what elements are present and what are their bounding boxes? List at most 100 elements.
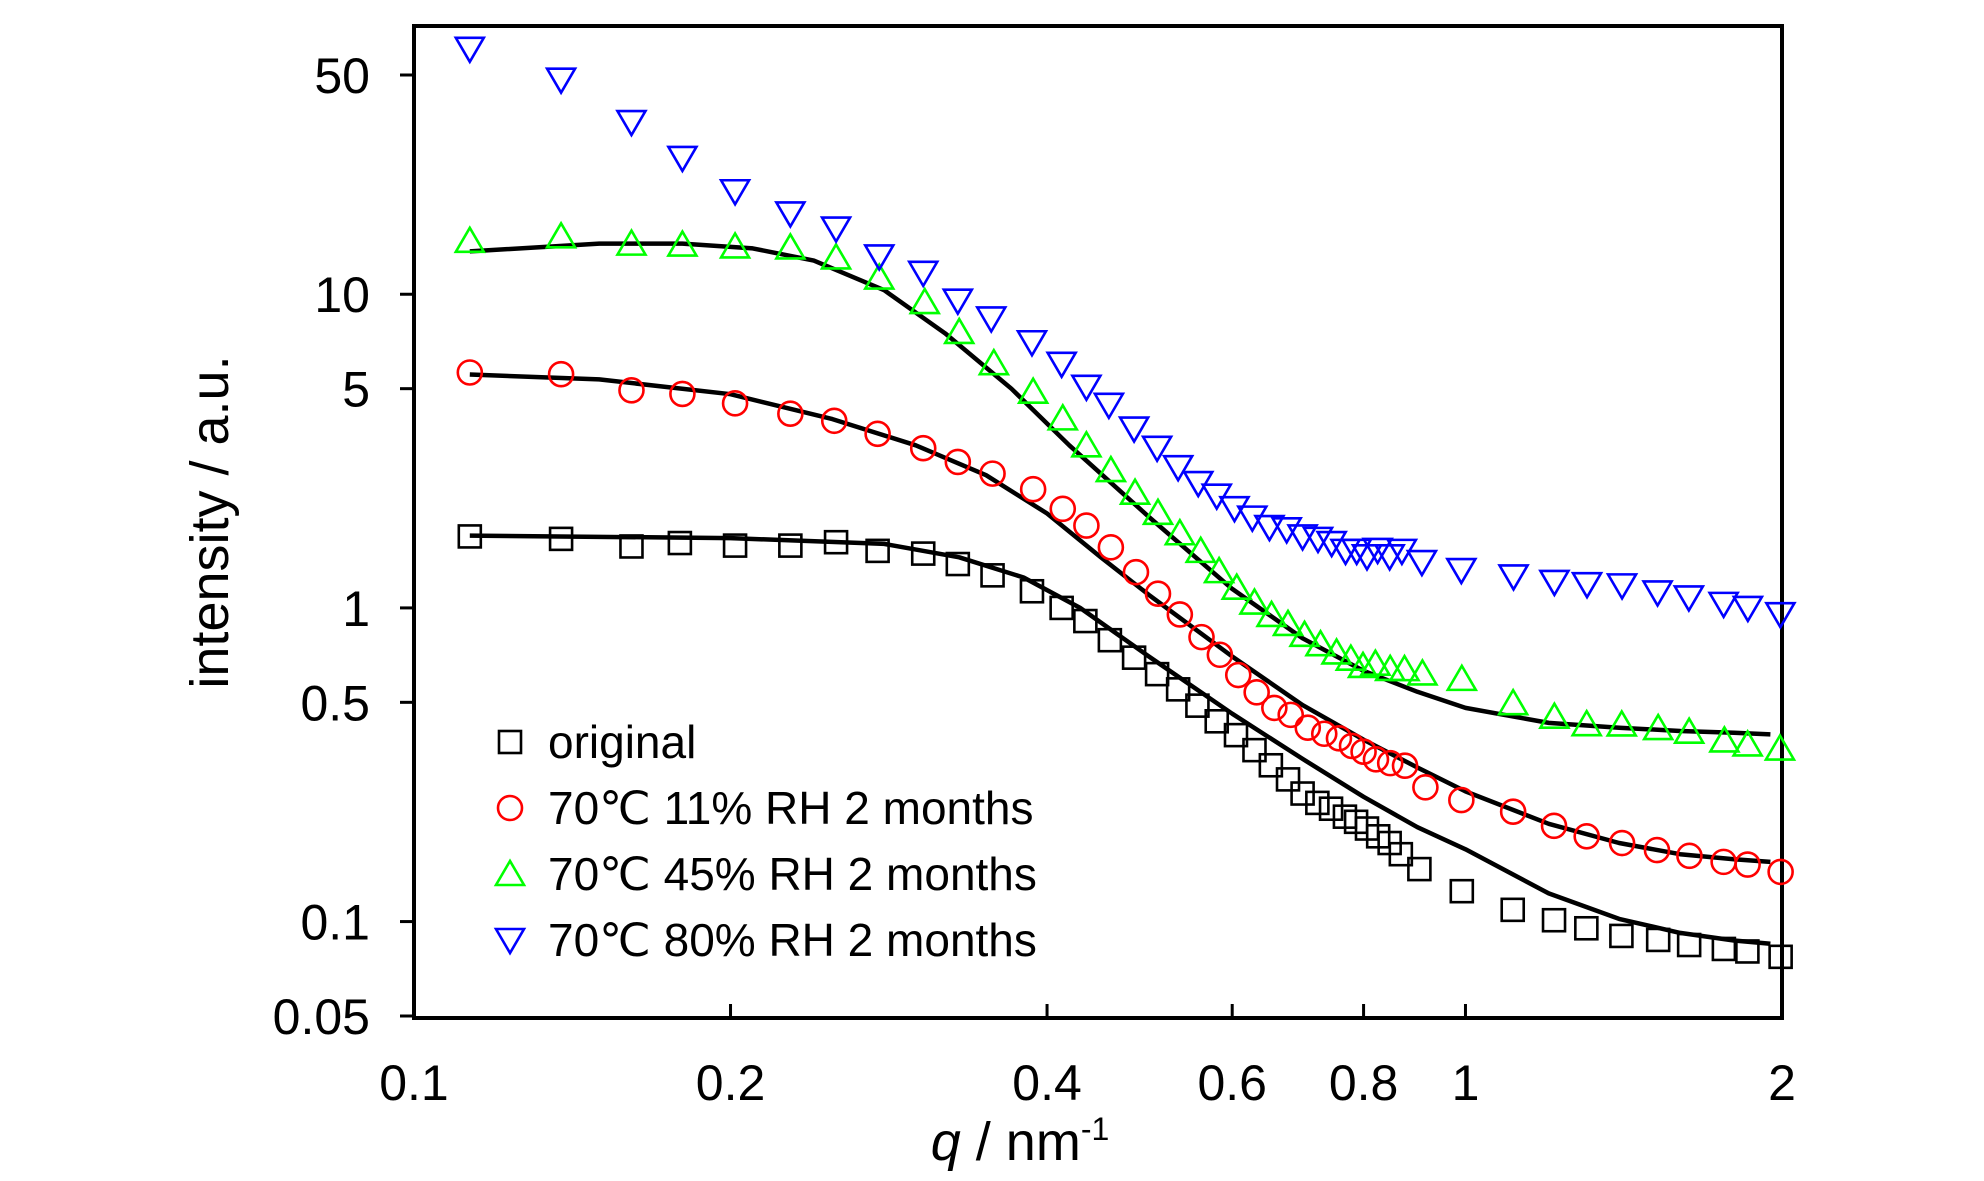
data-point-triangle-up (1288, 619, 1321, 648)
data-point-circle (944, 448, 972, 476)
data-point-triangle-up (718, 230, 752, 259)
data-point-circle (1412, 773, 1439, 801)
data-point-triangle-up (1538, 701, 1571, 729)
data-point-circle (1710, 848, 1737, 876)
data-point-triangle-down (1605, 573, 1639, 601)
data-point-triangle-up (1141, 497, 1175, 526)
data-point-square (980, 563, 1005, 588)
data-point-square (1711, 936, 1737, 962)
data-point-circle (1049, 495, 1077, 523)
data-point-circle (1166, 601, 1194, 628)
data-point-triangle-up (819, 241, 853, 270)
data-point-triangle-down (1445, 557, 1478, 586)
data-point-triangle-up (1220, 572, 1254, 600)
data-point-triangle-up (942, 316, 976, 345)
data-point-triangle-up (1046, 402, 1080, 431)
data-point-triangle-up (1320, 636, 1353, 665)
data-point-triangle-down (1092, 392, 1126, 421)
data-point-square (1768, 944, 1793, 970)
data-points (453, 36, 1797, 970)
data-point-triangle-down (774, 201, 807, 229)
data-point-triangle-up (1202, 555, 1236, 584)
data-point-circle (1499, 798, 1527, 826)
data-point-triangle-down (906, 260, 940, 289)
data-point-circle (721, 390, 749, 417)
data-point-triangle-up (977, 347, 1011, 376)
data-point-square (1290, 781, 1315, 806)
data-point-circle (1767, 858, 1794, 886)
data-point-triangle-down (1570, 571, 1604, 600)
legend-label: 70℃ 11% RH 2 months (548, 782, 1033, 834)
data-point-triangle-up (1731, 728, 1764, 757)
data-point-triangle-down (1253, 514, 1286, 543)
data-point-triangle-up (453, 225, 487, 254)
data-point-circle (1243, 679, 1270, 706)
data-point-triangle-down (819, 216, 853, 245)
data-point-circle (1376, 749, 1404, 777)
y-tick-label: 5 (342, 362, 370, 418)
data-point-triangle-up (1496, 687, 1530, 716)
data-point-circle (1608, 829, 1636, 857)
data-point-square (1407, 856, 1432, 882)
data-point-square (1541, 907, 1567, 933)
data-point-triangle-down (1070, 374, 1103, 403)
data-point-square (1019, 578, 1045, 604)
data-point-circle (1540, 812, 1568, 840)
data-point-square (1144, 661, 1170, 687)
data-point-circle (1261, 694, 1288, 722)
legend-marker-triangle-up (493, 858, 527, 887)
data-point-circle (1073, 512, 1100, 539)
fit-curve (469, 241, 1771, 737)
data-point-square (1645, 927, 1671, 953)
legend: original 70℃ 11% RH 2 months 70℃ 45% RH 2 … (493, 716, 1037, 966)
data-point-triangle-up (1406, 657, 1439, 686)
data-point-triangle-down (453, 36, 487, 65)
x-tick-label: 2 (1768, 1055, 1796, 1111)
data-point-circle (1097, 534, 1125, 561)
y-tick-label: 0.05 (273, 989, 370, 1045)
data-point-triangle-up (544, 220, 578, 249)
data-point-square (619, 534, 644, 559)
y-tick-label: 1 (342, 581, 370, 637)
data-point-triangle-down (1270, 517, 1303, 545)
data-point-circle (1144, 580, 1172, 607)
x-axis-title-exponent: -1 (1081, 1111, 1109, 1147)
data-point-square (1204, 709, 1230, 734)
x-tick-label: 0.6 (1197, 1055, 1267, 1111)
data-point-triangle-down (1161, 454, 1195, 483)
data-point-square (548, 526, 574, 552)
data-point-triangle-down (1405, 549, 1439, 578)
data-point-triangle-up (1605, 708, 1638, 737)
data-point-triangle-up (1238, 586, 1271, 615)
data-point-square (1500, 897, 1526, 923)
data-point-square (1185, 693, 1210, 718)
data-point-square (1676, 932, 1702, 958)
data-point-triangle-up (908, 286, 941, 315)
data-point-circle (820, 407, 848, 435)
data-point-circle (1573, 823, 1600, 850)
data-point-square (1165, 677, 1191, 702)
data-point-triangle-up (1184, 535, 1217, 564)
data-point-triangle-up (1672, 716, 1706, 745)
data-point-triangle-down (1731, 595, 1765, 624)
data-point-triangle-up (1070, 429, 1103, 458)
data-point-triangle-down (862, 244, 896, 273)
data-point-triangle-up (774, 231, 807, 260)
legend-marker-square (497, 729, 523, 755)
data-point-circle (1448, 786, 1475, 814)
x-axis-title-symbol: q (931, 1112, 961, 1172)
data-point-circle (547, 360, 575, 388)
data-point-square (1049, 595, 1074, 621)
data-point-triangle-up (1334, 643, 1368, 671)
data-point-circle (979, 460, 1006, 487)
data-point-triangle-up (1304, 628, 1337, 657)
data-point-triangle-down (974, 306, 1008, 335)
data-point-triangle-down (544, 67, 578, 96)
data-point-circle (1188, 623, 1215, 651)
data-point-triangle-up (1388, 653, 1421, 682)
data-point-circle (456, 359, 484, 386)
data-point-triangle-down (1315, 530, 1348, 559)
data-point-square (823, 529, 849, 555)
data-point-circle (1676, 842, 1703, 870)
data-point-circle (909, 434, 937, 462)
